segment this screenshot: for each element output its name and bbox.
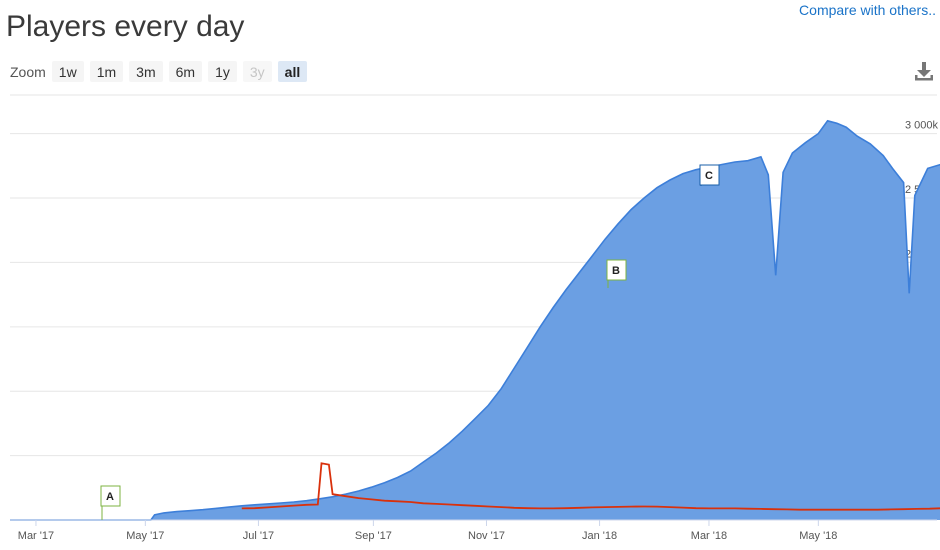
y-tick-label: 3 000k (905, 120, 939, 132)
x-tick-label: Nov '17 (468, 530, 505, 542)
marker-label: C (705, 170, 713, 182)
x-tick-label: Mar '17 (18, 530, 54, 542)
series-players-area (10, 121, 940, 520)
marker-label: A (106, 491, 114, 503)
x-tick-label: Jul '17 (243, 530, 274, 542)
marker-label: B (612, 265, 620, 277)
x-tick-label: Sep '17 (355, 530, 392, 542)
x-tick-label: May '17 (126, 530, 164, 542)
x-tick-label: Mar '18 (691, 530, 727, 542)
x-tick-label: May '18 (799, 530, 837, 542)
x-tick-label: Jan '18 (582, 530, 617, 542)
